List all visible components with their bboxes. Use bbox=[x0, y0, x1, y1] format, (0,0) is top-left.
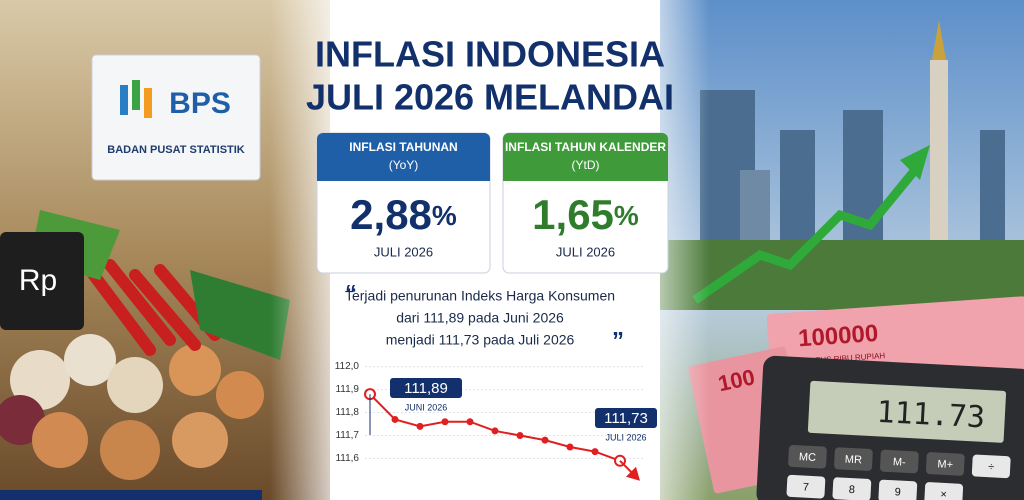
card-value: 1,65% bbox=[532, 191, 639, 238]
produce bbox=[0, 210, 290, 480]
quote-line: dari 111,89 pada Juni 2026 bbox=[396, 310, 564, 326]
card-value-number: 1,65 bbox=[532, 191, 614, 238]
calculator-key-label: MR bbox=[845, 454, 863, 467]
title-line: INFLASI INDONESIA bbox=[315, 34, 665, 75]
bottom-band bbox=[0, 490, 262, 500]
y-tick-label: 111,9 bbox=[335, 384, 359, 395]
price-tag-text: Rp bbox=[19, 264, 57, 297]
calculator-key bbox=[880, 449, 919, 474]
data-point bbox=[416, 422, 424, 430]
trend-arrow-head bbox=[626, 466, 640, 481]
bps-name: BADAN PUSAT STATISTIK bbox=[107, 144, 245, 156]
card-header bbox=[317, 133, 490, 181]
calculator-key-label: 8 bbox=[848, 484, 855, 496]
card-value-unit: % bbox=[432, 200, 457, 231]
calculator-key-label: MC bbox=[799, 451, 817, 464]
calculator-key-label: M+ bbox=[937, 458, 953, 471]
calculator-key bbox=[971, 454, 1011, 479]
calculator-key-label: 9 bbox=[894, 486, 901, 498]
annotation-box bbox=[595, 408, 657, 428]
bps-logo bbox=[120, 80, 152, 118]
y-tick-label: 111,6 bbox=[335, 453, 359, 464]
quote-mark: “ bbox=[345, 280, 357, 307]
data-point bbox=[516, 432, 524, 440]
card-heading: (YoY) bbox=[389, 158, 419, 172]
bps-logo-text: BPS bbox=[169, 87, 231, 120]
data-point bbox=[491, 427, 499, 435]
calculator-display-text: 111.73 bbox=[876, 395, 986, 436]
y-tick-label: 111,7 bbox=[335, 430, 359, 441]
data-point bbox=[566, 443, 574, 451]
calculator-key bbox=[832, 477, 872, 500]
data-point bbox=[441, 418, 449, 426]
annotation-label: JULI 2026 bbox=[605, 432, 646, 442]
calculator-key-label: ÷ bbox=[988, 461, 995, 473]
calculator-key-label: M- bbox=[893, 456, 907, 469]
calculator-display bbox=[807, 380, 1007, 443]
quote-line: Terjadi penurunan Indeks Harga Konsumen bbox=[345, 288, 615, 304]
annotation-value: 111,89 bbox=[404, 380, 448, 397]
calculator-key-label: 7 bbox=[802, 481, 809, 493]
card-heading: INFLASI TAHUNAN bbox=[349, 140, 457, 154]
line-chart: 111,6 111,7 111,8 111,9 112,0 111,89 JUNI 2026… bbox=[335, 361, 657, 481]
calculator-key bbox=[834, 447, 873, 471]
calculator-key bbox=[786, 474, 826, 499]
annotation-box bbox=[390, 378, 462, 398]
cards: INFLASI TAHUNAN (YoY) 2,88% JULI 2026 INFLAS… bbox=[316, 132, 669, 274]
title-line: JULI 2026 MELANDAI bbox=[306, 77, 674, 118]
price-tag bbox=[0, 232, 84, 330]
card-value-number: 2,88 bbox=[350, 191, 432, 238]
y-tick-label: 111,8 bbox=[335, 407, 359, 418]
card-heading: INFLASI TAHUN KALENDER bbox=[505, 140, 666, 154]
calculator-key bbox=[788, 444, 827, 469]
y-tick-label: 112,0 bbox=[335, 361, 360, 372]
card-value: 2,88% bbox=[350, 191, 457, 238]
growth-arrow-head bbox=[900, 145, 930, 180]
data-point bbox=[541, 436, 549, 444]
card-header bbox=[503, 133, 668, 181]
quote-line: menjadi 111,73 pada Juli 2026 bbox=[386, 332, 575, 348]
data-point bbox=[591, 448, 599, 456]
card-value-unit: % bbox=[614, 200, 639, 231]
banknote-amount: 100000 bbox=[797, 320, 879, 353]
annotation-value: 111,73 bbox=[604, 410, 648, 427]
card-period: JULI 2026 bbox=[374, 244, 433, 259]
quote-mark: ” bbox=[612, 327, 624, 354]
calculator-key-label: × bbox=[940, 489, 947, 500]
data-point bbox=[466, 418, 474, 426]
calculator-key bbox=[878, 479, 918, 500]
card-period: JULI 2026 bbox=[556, 244, 615, 259]
data-point bbox=[391, 415, 399, 423]
calculator-key bbox=[925, 452, 965, 476]
growth-arrow bbox=[692, 167, 919, 304]
annotation-label: JUNI 2026 bbox=[405, 402, 448, 412]
card-heading: (YtD) bbox=[572, 158, 600, 172]
